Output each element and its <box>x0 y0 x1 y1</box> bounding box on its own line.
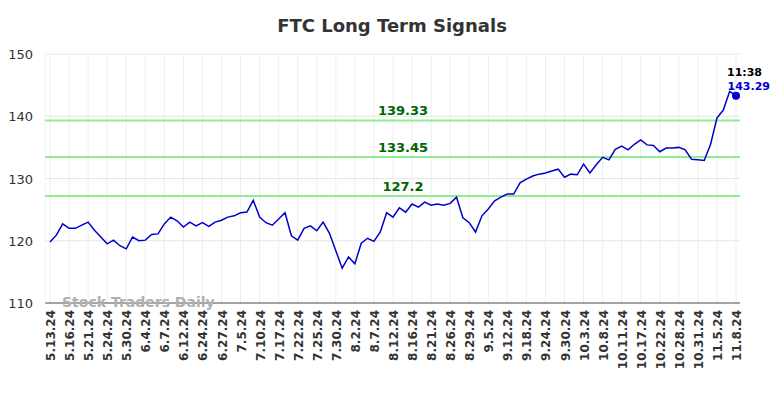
x-tick-label: 10.3.24 <box>578 310 592 361</box>
chart: FTC Long Term Signals 110 120 130 140 150 5.13… <box>0 0 784 398</box>
grid-line-x <box>221 54 222 303</box>
grid-line-x <box>259 54 260 303</box>
grid-line-x <box>354 54 355 303</box>
x-tick-label: 6.27.24 <box>216 310 230 361</box>
x-tick-label: 9.30.24 <box>559 310 573 361</box>
x-tick-label: 7.25.24 <box>311 310 325 361</box>
x-tick-label: 10.8.24 <box>597 310 611 361</box>
y-axis <box>45 54 46 303</box>
grid-line-x <box>183 54 184 303</box>
x-tick-label: 10.22.24 <box>654 310 668 369</box>
x-tick-label: 8.29.24 <box>463 310 477 361</box>
x-tick-label: 7.5.24 <box>235 310 249 353</box>
grid-line-x <box>678 54 679 303</box>
x-tick-label: 8.2.24 <box>349 310 363 353</box>
plot <box>45 91 740 268</box>
grid-line-x <box>583 54 584 303</box>
x-tick-label: 6.7.24 <box>158 310 172 353</box>
x-tick-label: 7.30.24 <box>330 310 344 361</box>
grid-line-x <box>316 54 317 303</box>
x-tick-label: 5.13.24 <box>44 310 58 361</box>
grid-line-x <box>88 54 89 303</box>
y-tick-label: 140 <box>8 109 33 124</box>
grid-line-x <box>507 54 508 303</box>
signal-label: 127.2 <box>382 179 423 194</box>
x-tick-label: 5.24.24 <box>101 310 115 361</box>
watermark: Stock Traders Daily <box>62 294 215 310</box>
y-tick-label: 120 <box>8 234 33 249</box>
signal-label: 139.33 <box>378 103 428 118</box>
grid-line-x <box>602 54 603 303</box>
x-tick-label: 5.16.24 <box>63 310 77 361</box>
y-tick-label: 130 <box>8 172 33 187</box>
grid-line-x <box>697 54 698 303</box>
x-tick-label: 9.12.24 <box>501 310 515 361</box>
grid-line-x <box>278 54 279 303</box>
price-line <box>50 91 736 268</box>
x-tick-label: 6.4.24 <box>139 310 153 353</box>
grid-line-x <box>335 54 336 303</box>
grid-line-x <box>716 54 717 303</box>
grid-line-x <box>564 54 565 303</box>
time-label: 11:38 <box>727 66 762 79</box>
signal-line <box>45 195 740 197</box>
x-tick-label: 8.26.24 <box>444 310 458 361</box>
grid-line-x <box>640 54 641 303</box>
grid-line-x <box>240 54 241 303</box>
grid-line-x <box>621 54 622 303</box>
grid-line-x <box>545 54 546 303</box>
x-tick-label: 9.18.24 <box>520 310 534 361</box>
x-tick-label: 6.12.24 <box>177 310 191 361</box>
grid-line-x <box>164 54 165 303</box>
x-tick-label: 10.11.24 <box>616 310 630 369</box>
grid-line-x <box>69 54 70 303</box>
grid-line-x <box>488 54 489 303</box>
grid-line-x <box>145 54 146 303</box>
x-tick-label: 9.5.24 <box>482 310 496 353</box>
x-tick-label: 10.28.24 <box>673 310 687 369</box>
x-tick-label: 8.16.24 <box>406 310 420 361</box>
x-tick-label: 7.17.24 <box>273 310 287 361</box>
grid-line-x <box>297 54 298 303</box>
x-tick-label: 6.24.24 <box>196 310 210 361</box>
grid-line-x <box>659 54 660 303</box>
x-tick-label: 9.24.24 <box>539 310 553 361</box>
x-tick-label: 10.17.24 <box>635 310 649 369</box>
x-tick-label: 5.21.24 <box>82 310 96 361</box>
x-tick-label: 8.7.24 <box>368 310 382 353</box>
grid-line-x <box>107 54 108 303</box>
title: FTC Long Term Signals <box>277 15 507 36</box>
signal-line <box>45 119 740 121</box>
x-tick-label: 7.22.24 <box>292 310 306 361</box>
y-tick-label: 110 <box>8 296 33 311</box>
x-tick-label: 8.12.24 <box>387 310 401 361</box>
x-tick-label: 5.30.24 <box>120 310 134 361</box>
grid-line-x <box>126 54 127 303</box>
signal-label: 133.45 <box>378 140 428 155</box>
grid-line-x <box>50 54 51 303</box>
signal-line <box>45 156 740 158</box>
grid-line-x <box>373 54 374 303</box>
grid-line-x <box>469 54 470 303</box>
x-tick-label: 7.10.24 <box>254 310 268 361</box>
grid-line-x <box>450 54 451 303</box>
grid-line-x <box>431 54 432 303</box>
x-tick-label: 11.8.24 <box>730 310 744 361</box>
x-tick-label: 8.21.24 <box>425 310 439 361</box>
x-tick-label: 11.5.24 <box>711 310 725 361</box>
y-tick-label: 150 <box>8 47 33 62</box>
grid-line-x <box>202 54 203 303</box>
last-value-label: 143.29 <box>728 80 770 93</box>
x-tick-label: 10.31.24 <box>692 310 706 369</box>
